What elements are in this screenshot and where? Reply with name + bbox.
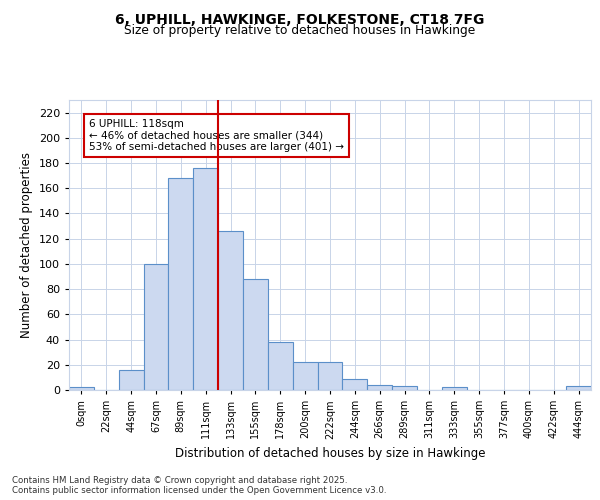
Bar	[293, 362, 317, 390]
Bar	[193, 168, 218, 390]
Bar	[218, 231, 243, 390]
Text: 6 UPHILL: 118sqm
← 46% of detached houses are smaller (344)
53% of semi-detached: 6 UPHILL: 118sqm ← 46% of detached house…	[89, 119, 344, 152]
Bar	[367, 385, 392, 390]
Bar	[317, 362, 343, 390]
Bar	[143, 264, 169, 390]
Text: 6, UPHILL, HAWKINGE, FOLKESTONE, CT18 7FG: 6, UPHILL, HAWKINGE, FOLKESTONE, CT18 7F…	[115, 12, 485, 26]
Text: Contains HM Land Registry data © Crown copyright and database right 2025.
Contai: Contains HM Land Registry data © Crown c…	[12, 476, 386, 495]
Bar	[169, 178, 193, 390]
Bar	[392, 386, 417, 390]
Bar	[442, 388, 467, 390]
Bar	[343, 378, 367, 390]
X-axis label: Distribution of detached houses by size in Hawkinge: Distribution of detached houses by size …	[175, 447, 485, 460]
Text: Size of property relative to detached houses in Hawkinge: Size of property relative to detached ho…	[124, 24, 476, 37]
Bar	[566, 386, 591, 390]
Y-axis label: Number of detached properties: Number of detached properties	[20, 152, 33, 338]
Bar	[69, 388, 94, 390]
Bar	[243, 279, 268, 390]
Bar	[119, 370, 143, 390]
Bar	[268, 342, 293, 390]
